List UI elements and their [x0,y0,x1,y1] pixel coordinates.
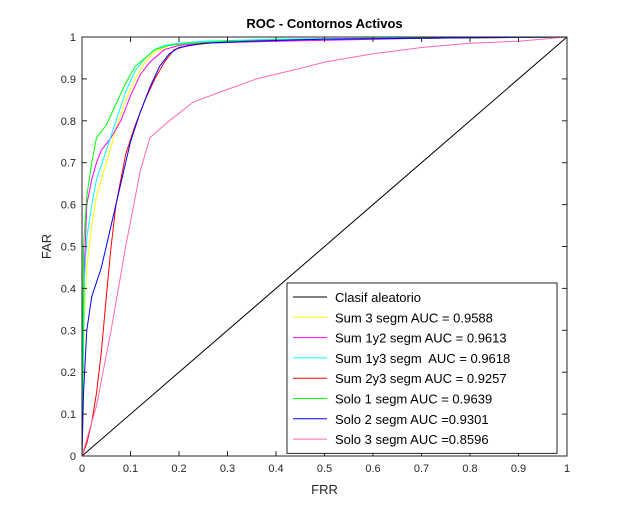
x-tick-label: 0.5 [317,463,332,475]
y-tick-label: 0.4 [61,283,76,295]
legend-label-6: Solo 2 segm AUC =0.9301 [335,412,489,427]
legend-box [286,282,558,454]
legend-label-1: Sum 3 segm AUC = 0.9588 [335,310,493,325]
legend-label-7: Solo 3 segm AUC =0.8596 [335,432,489,447]
x-tick-label: 0.9 [511,463,526,475]
x-tick-label: 0.4 [268,463,283,475]
series-line-6 [81,36,568,457]
x-tick-label: 0 [79,463,85,475]
y-tick-label: 0.7 [61,158,76,170]
x-tick-label: 0.6 [365,463,380,475]
y-tick-label: 1 [70,32,76,44]
x-tick-label: 0.8 [462,463,477,475]
x-tick-label: 0.1 [123,463,138,475]
y-tick-label: 0.5 [61,242,76,254]
x-tick-label: 1 [564,463,570,475]
chart-title: ROC - Contornos Activos [246,16,402,31]
x-tick-label: 0.7 [414,463,429,475]
legend-label-2: Sum 1y2 segm AUC = 0.9613 [335,331,507,346]
legend-label-0: Clasif aleatorio [335,290,421,305]
x-tick-label: 0.2 [171,463,186,475]
y-axis-label: FAR [39,234,54,259]
y-tick-label: 0.3 [61,325,76,337]
series-line-0 [81,36,568,457]
x-axis-label: FRR [311,482,338,497]
y-tick-label: 0.9 [61,74,76,86]
y-tick-label: 0 [70,451,76,463]
series-line-7 [81,36,568,457]
legend-label-4: Sum 2y3 segm AUC = 0.9257 [335,371,507,386]
legend-label-5: Solo 1 segm AUC = 0.9639 [335,392,492,407]
y-tick-label: 0.1 [61,409,76,421]
y-tick-label: 0.8 [61,116,76,128]
x-tick-label: 0.3 [220,463,235,475]
y-tick-label: 0.6 [61,200,76,212]
legend-label-3: Sum 1y3 segm AUC = 0.9618 [335,351,510,366]
legend: Clasif aleatorio Sum 3 segm AUC = 0.9588 S… [286,282,558,454]
y-tick-label: 0.2 [61,367,76,379]
